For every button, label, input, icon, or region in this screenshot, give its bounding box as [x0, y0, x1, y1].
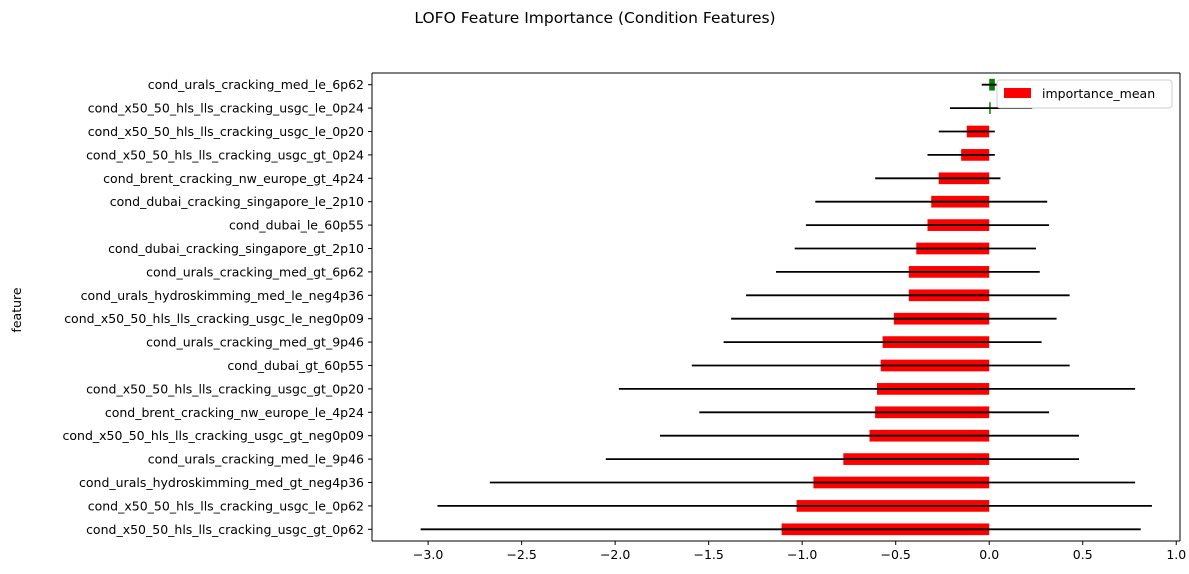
- legend-frame: [996, 79, 1173, 109]
- x-tick-label-3: −1.5: [693, 547, 723, 562]
- plot-area: cond_urals_cracking_med_le_6p62 cond_x50_…: [63, 72, 1186, 562]
- y-tick-label-2: cond_x50_50_hls_lls_cracking_usgc_le_0p2…: [88, 124, 364, 139]
- y-axis-label: feature: [9, 287, 24, 332]
- y-tick-label-0: cond_urals_cracking_med_le_6p62: [148, 77, 364, 92]
- y-tick-label-9: cond_urals_hydroskimming_med_le_neg4p36: [81, 288, 364, 303]
- y-tick-label-18: cond_x50_50_hls_lls_cracking_usgc_le_0p6…: [88, 498, 364, 513]
- y-tick-label-15: cond_x50_50_hls_lls_cracking_usgc_gt_neg…: [63, 428, 365, 443]
- y-tick-label-17: cond_urals_hydroskimming_med_gt_neg4p36: [79, 475, 364, 490]
- y-tick-label-14: cond_brent_cracking_nw_europe_le_4p24: [105, 405, 364, 420]
- y-tick-label-12: cond_dubai_gt_60p55: [227, 358, 364, 373]
- y-tick-label-11: cond_urals_cracking_med_gt_9p46: [146, 335, 364, 350]
- x-tick-label-0: −3.0: [413, 547, 443, 562]
- y-tick-label-3: cond_x50_50_hls_lls_cracking_usgc_gt_0p2…: [86, 147, 364, 162]
- y-tick-label-16: cond_urals_cracking_med_le_9p46: [148, 452, 364, 467]
- y-tick-label-1: cond_x50_50_hls_lls_cracking_usgc_le_0p2…: [88, 101, 364, 116]
- y-tick-label-13: cond_x50_50_hls_lls_cracking_usgc_gt_0p2…: [86, 381, 364, 396]
- y-tick-label-10: cond_x50_50_hls_lls_cracking_usgc_le_neg…: [64, 311, 364, 326]
- y-tick-label-7: cond_dubai_cracking_singapore_gt_2p10: [108, 241, 364, 256]
- x-tick-label-1: −2.5: [506, 547, 536, 562]
- y-tick-label-19: cond_x50_50_hls_lls_cracking_usgc_gt_0p6…: [86, 522, 364, 537]
- chart-title: LOFO Feature Importance (Condition Featu…: [414, 9, 775, 27]
- legend: importance_mean: [996, 79, 1173, 109]
- y-tick-label-8: cond_urals_cracking_med_gt_6p62: [146, 264, 364, 279]
- y-tick-label-6: cond_dubai_le_60p55: [229, 218, 364, 233]
- legend-label: importance_mean: [1042, 86, 1155, 101]
- legend-swatch: [1004, 88, 1031, 98]
- x-tick-label-2: −2.0: [600, 547, 630, 562]
- x-tick-label-5: −0.5: [881, 547, 911, 562]
- y-tick-label-4: cond_brent_cracking_nw_europe_gt_4p24: [103, 171, 364, 186]
- x-tick-label-7: 0.5: [1073, 547, 1093, 562]
- x-tick-label-4: −1.0: [787, 547, 817, 562]
- x-tick-label-8: 1.0: [1166, 547, 1186, 562]
- x-tick-label-6: 0.0: [979, 547, 999, 562]
- y-tick-label-5: cond_dubai_cracking_singapore_le_2p10: [110, 194, 364, 209]
